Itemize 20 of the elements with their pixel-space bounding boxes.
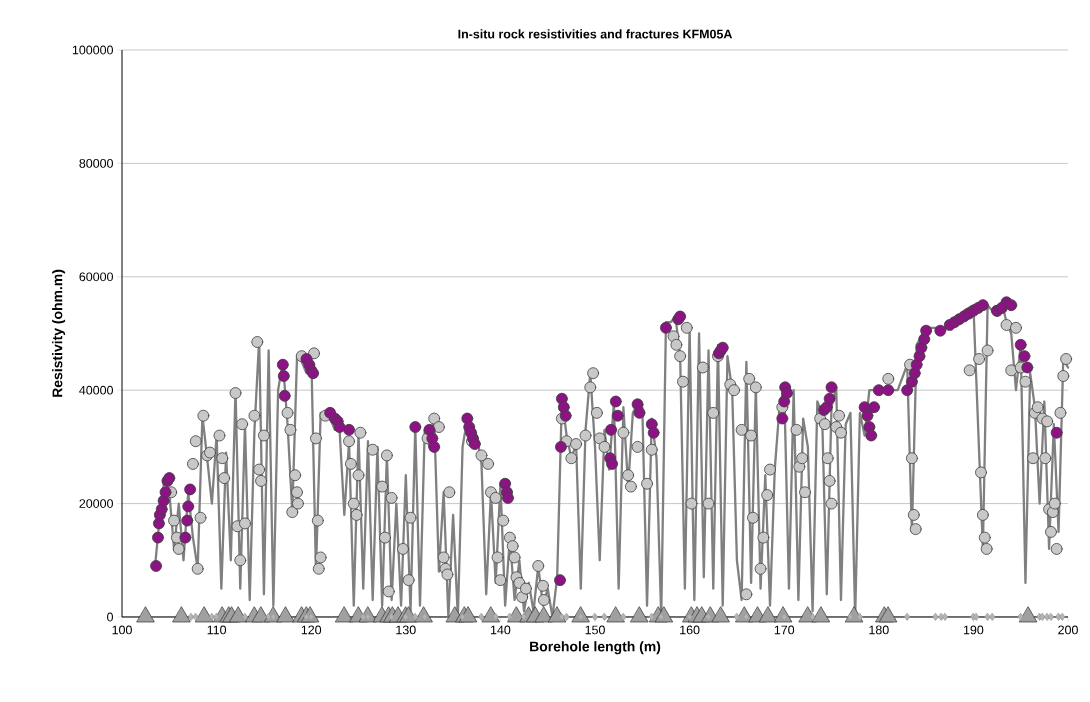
x-tick-label: 180 [869, 625, 889, 635]
y-tick-label: 80000 [79, 158, 113, 168]
x-tick-label: 170 [774, 625, 795, 635]
x-tick-label: 190 [963, 625, 984, 635]
x-tick-label: 200 [1058, 625, 1078, 635]
y-tick-label: 100000 [72, 45, 113, 55]
x-tick-label: 160 [680, 625, 700, 635]
x-tick-label: 140 [490, 625, 511, 635]
x-tick-label: 110 [207, 625, 227, 635]
y-tick-label: 0 [107, 612, 113, 622]
y-axis-title: Resistivity (ohm.m) [52, 269, 66, 397]
y-tick-label: 20000 [79, 499, 113, 508]
x-tick-label: 130 [396, 625, 416, 635]
y-tick-label: 40000 [79, 385, 113, 395]
chart-title: In-situ rock resistivities and fractures KFM05A [458, 29, 733, 39]
x-tick-label: 150 [585, 625, 605, 635]
x-axis-title: Borehole length (m) [530, 641, 661, 655]
x-tick-label: 120 [301, 625, 322, 635]
y-tick-label: 60000 [79, 272, 113, 282]
x-tick-label: 100 [112, 625, 132, 635]
